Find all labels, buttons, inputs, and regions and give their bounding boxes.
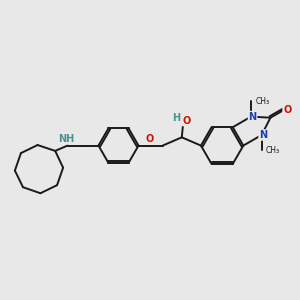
Text: N: N — [259, 130, 267, 140]
Text: O: O — [283, 105, 291, 115]
Text: CH₃: CH₃ — [256, 97, 270, 106]
Text: H: H — [172, 113, 180, 124]
Text: N: N — [248, 112, 256, 122]
Text: O: O — [145, 134, 154, 144]
Text: CH₃: CH₃ — [266, 146, 280, 155]
Text: NH: NH — [58, 134, 74, 143]
Text: O: O — [183, 116, 191, 126]
